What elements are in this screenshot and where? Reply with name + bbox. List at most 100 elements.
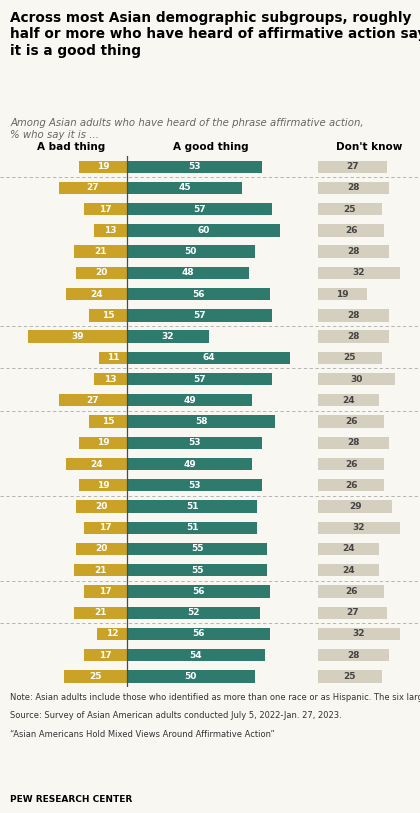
Text: 20: 20 xyxy=(96,268,108,277)
Bar xyxy=(127,437,262,449)
Text: “Asian Americans Hold Mixed Views Around Affirmative Action”: “Asian Americans Hold Mixed Views Around… xyxy=(10,730,275,739)
Bar xyxy=(318,670,382,683)
Text: 25: 25 xyxy=(344,205,356,214)
Bar xyxy=(127,564,267,576)
Bar xyxy=(127,415,275,428)
Bar xyxy=(74,564,127,576)
Text: Source: Survey of Asian American adults conducted July 5, 2022-Jan. 27, 2023.: Source: Survey of Asian American adults … xyxy=(10,711,342,720)
Bar xyxy=(76,543,127,555)
Bar xyxy=(127,203,272,215)
Text: 24: 24 xyxy=(342,566,355,575)
Text: Don't know: Don't know xyxy=(336,141,402,152)
Bar xyxy=(318,479,384,491)
Text: 24: 24 xyxy=(90,459,103,468)
Bar xyxy=(76,267,127,279)
Bar xyxy=(318,224,384,237)
Text: 56: 56 xyxy=(192,587,205,596)
Text: 27: 27 xyxy=(87,184,99,193)
Text: 25: 25 xyxy=(89,672,102,680)
Bar xyxy=(76,500,127,513)
Bar xyxy=(318,373,394,385)
Text: 21: 21 xyxy=(94,566,107,575)
Bar xyxy=(127,224,280,237)
Bar xyxy=(318,628,400,640)
Bar xyxy=(318,352,382,364)
Bar xyxy=(94,224,127,237)
Text: 17: 17 xyxy=(99,650,112,659)
Text: 53: 53 xyxy=(189,163,201,172)
Text: 55: 55 xyxy=(191,545,204,554)
Bar xyxy=(84,522,127,534)
Bar xyxy=(89,415,127,428)
Bar xyxy=(127,628,270,640)
Text: 27: 27 xyxy=(346,608,359,617)
Bar xyxy=(127,352,290,364)
Text: 57: 57 xyxy=(194,375,206,384)
Text: 30: 30 xyxy=(350,375,362,384)
Text: 49: 49 xyxy=(183,459,196,468)
Bar xyxy=(127,330,209,343)
Text: PEW RESEARCH CENTER: PEW RESEARCH CENTER xyxy=(10,795,133,804)
Bar xyxy=(318,267,400,279)
Text: 11: 11 xyxy=(107,354,120,363)
Bar xyxy=(89,309,127,321)
Bar xyxy=(127,394,252,406)
Bar xyxy=(127,246,255,258)
Text: 26: 26 xyxy=(345,226,357,235)
Text: 32: 32 xyxy=(353,524,365,533)
Text: 52: 52 xyxy=(187,608,199,617)
Text: 15: 15 xyxy=(102,417,114,426)
Text: 28: 28 xyxy=(348,311,360,320)
Text: 17: 17 xyxy=(99,587,112,596)
Text: 25: 25 xyxy=(344,354,356,363)
Bar xyxy=(127,458,252,470)
Bar xyxy=(318,246,389,258)
Bar xyxy=(127,160,262,173)
Text: 19: 19 xyxy=(336,289,349,298)
Bar xyxy=(127,479,262,491)
Text: 13: 13 xyxy=(105,226,117,235)
Bar xyxy=(74,246,127,258)
Text: 57: 57 xyxy=(194,205,206,214)
Text: 21: 21 xyxy=(94,247,107,256)
Bar xyxy=(84,649,127,661)
Text: 19: 19 xyxy=(97,163,109,172)
Bar xyxy=(318,606,387,619)
Text: 60: 60 xyxy=(197,226,210,235)
Bar xyxy=(64,670,127,683)
Bar xyxy=(318,309,389,321)
Text: A good thing: A good thing xyxy=(173,141,249,152)
Text: 15: 15 xyxy=(102,311,114,320)
Bar xyxy=(79,479,127,491)
Bar xyxy=(127,585,270,598)
Bar xyxy=(84,585,127,598)
Text: 26: 26 xyxy=(345,417,357,426)
Text: 53: 53 xyxy=(189,438,201,447)
Bar xyxy=(58,182,127,194)
Bar xyxy=(318,160,387,173)
Text: 20: 20 xyxy=(96,502,108,511)
Bar xyxy=(97,628,127,640)
Text: 58: 58 xyxy=(195,417,207,426)
Text: 51: 51 xyxy=(186,502,198,511)
Text: Among Asian adults who have heard of the phrase affirmative action,
% who say it: Among Asian adults who have heard of the… xyxy=(10,118,364,141)
Text: 50: 50 xyxy=(185,672,197,680)
Bar xyxy=(318,415,384,428)
Bar xyxy=(318,288,367,300)
Bar xyxy=(127,522,257,534)
Bar xyxy=(66,288,127,300)
Text: 32: 32 xyxy=(353,629,365,638)
Text: 50: 50 xyxy=(185,247,197,256)
Text: 51: 51 xyxy=(186,524,198,533)
Text: 45: 45 xyxy=(178,184,191,193)
Text: 28: 28 xyxy=(348,247,360,256)
Text: 28: 28 xyxy=(348,650,360,659)
Bar xyxy=(127,500,257,513)
Bar xyxy=(318,182,389,194)
Text: 26: 26 xyxy=(345,587,357,596)
Text: 28: 28 xyxy=(348,438,360,447)
Bar xyxy=(66,458,127,470)
Text: Across most Asian demographic subgroups, roughly
half or more who have heard of : Across most Asian demographic subgroups,… xyxy=(10,11,420,58)
Text: 21: 21 xyxy=(94,608,107,617)
Bar xyxy=(127,309,272,321)
